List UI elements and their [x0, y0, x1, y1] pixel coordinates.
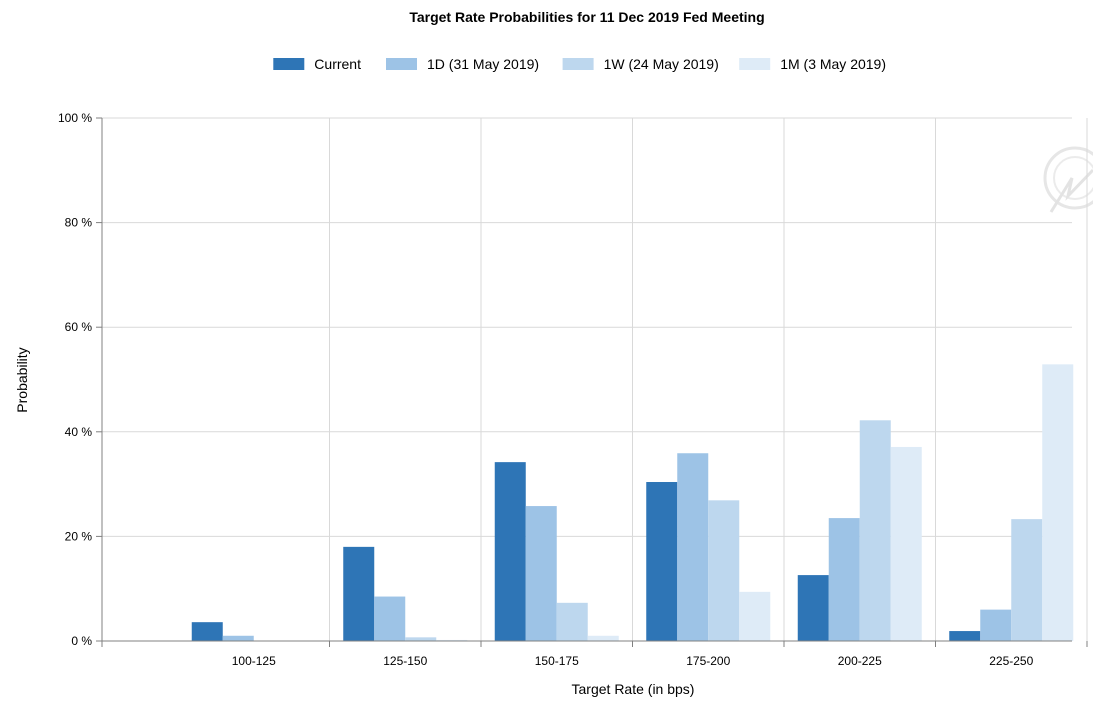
bar [436, 639, 468, 641]
watermark-logo-icon [1043, 146, 1093, 213]
bar [859, 420, 891, 641]
bar [828, 518, 860, 641]
grid-lines [102, 117, 1088, 641]
legend-swatch [386, 58, 417, 70]
y-tick-label: 100 % [58, 111, 92, 125]
bar [525, 506, 557, 641]
bar [797, 575, 829, 641]
bar [646, 482, 678, 641]
bar [405, 637, 437, 641]
legend-label: 1D (31 May 2019) [427, 56, 539, 72]
legend-label: 1M (3 May 2019) [780, 56, 886, 72]
chart-title: Target Rate Probabilities for 11 Dec 201… [409, 9, 764, 25]
bars [191, 364, 1074, 641]
bar [1011, 519, 1043, 641]
y-tick-label: 0 % [71, 634, 92, 648]
y-tick-label: 40 % [65, 425, 93, 439]
x-tick-label: 125-150 [383, 654, 427, 668]
x-tick-label: 225-250 [989, 654, 1033, 668]
bar [374, 596, 406, 641]
legend-label: Current [314, 56, 361, 72]
y-axis-ticks: 0 % 20 % 40 % 60 % 80 % 100 % [58, 111, 102, 648]
bar [494, 462, 526, 641]
bar [556, 602, 588, 641]
y-tick-label: 20 % [65, 529, 93, 543]
bar [587, 635, 619, 641]
bar [677, 453, 709, 641]
bar [949, 631, 981, 641]
legend: Current 1D (31 May 2019) 1W (24 May 2019) 1… [273, 56, 886, 72]
bar [222, 635, 254, 641]
x-axis-label: Target Rate (in bps) [572, 681, 695, 697]
bar [191, 622, 223, 641]
legend-swatch [739, 58, 771, 70]
bar [890, 446, 922, 641]
legend-swatch [562, 58, 594, 70]
bar [1042, 364, 1074, 641]
bar [980, 609, 1012, 641]
bar [343, 546, 375, 641]
x-tick-label: 175-200 [686, 654, 730, 668]
bar [739, 591, 771, 641]
axes [96, 118, 1072, 647]
y-tick-label: 60 % [65, 320, 93, 334]
bar [708, 500, 740, 641]
y-tick-label: 80 % [65, 216, 93, 230]
x-tick-label: 100-125 [232, 654, 276, 668]
x-tick-label: 150-175 [535, 654, 579, 668]
legend-label: 1W (24 May 2019) [604, 56, 719, 72]
legend-swatch [273, 58, 305, 70]
y-axis-label: Probability [14, 347, 30, 412]
x-axis-ticks: 100-125 125-150 150-175 175-200 200-225 225-2… [232, 641, 1088, 668]
x-tick-label: 200-225 [838, 654, 882, 668]
